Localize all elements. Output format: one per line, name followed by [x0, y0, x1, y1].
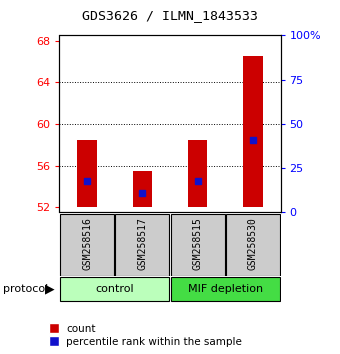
Bar [226, 214, 280, 276]
Bar [243, 56, 262, 207]
Text: GSM258515: GSM258515 [193, 217, 203, 270]
Text: ▶: ▶ [45, 283, 54, 296]
Bar [115, 214, 169, 276]
Bar [133, 171, 152, 207]
Text: GSM258516: GSM258516 [82, 217, 92, 270]
Bar [60, 278, 169, 301]
Bar [188, 139, 207, 207]
Text: GDS3626 / ILMN_1843533: GDS3626 / ILMN_1843533 [82, 9, 258, 22]
Text: protocol: protocol [3, 284, 49, 295]
Legend: count, percentile rank within the sample: count, percentile rank within the sample [49, 324, 242, 347]
Bar [171, 278, 280, 301]
Bar [60, 214, 114, 276]
Text: GSM258530: GSM258530 [248, 217, 258, 270]
Text: GSM258517: GSM258517 [137, 217, 147, 270]
Text: MIF depletion: MIF depletion [188, 284, 263, 295]
Bar [171, 214, 225, 276]
Bar [78, 139, 97, 207]
Text: control: control [96, 284, 134, 295]
